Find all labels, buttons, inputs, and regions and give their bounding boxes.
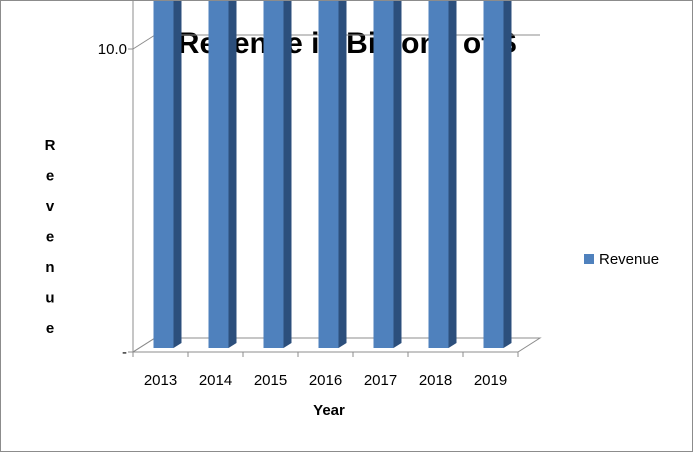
bar-side [338,1,347,348]
x-axis-title: Year [313,402,345,419]
bar-side [448,1,457,348]
bar-side [503,1,512,348]
bar [483,1,512,348]
bar-side [283,1,292,348]
bar-front [263,1,284,348]
y-axis-title-letter: u [45,290,54,307]
gridline-side [132,34,156,50]
bar [428,1,457,348]
bar-front [428,1,449,348]
y-axis-title-letter: e [46,229,54,246]
bar-side [228,1,237,348]
floor [131,337,542,353]
y-axis-title-letter: e [46,168,54,185]
legend-label: Revenue [599,251,659,268]
y-axis-title: Revenue [45,137,56,337]
x-tick-label: 2018 [419,372,452,389]
y-axis-title-letter: e [46,320,54,337]
x-tick-label: 2015 [254,372,287,389]
bar [318,1,347,348]
y-axis-title-letter: v [46,198,55,215]
bar-front [483,1,504,348]
x-tick-label: 2017 [364,372,397,389]
x-tick-label: 2019 [474,372,507,389]
y-axis-title-letter: R [45,137,56,154]
x-tick-label: 2016 [309,372,342,389]
y-axis-title-letter: n [45,259,54,276]
y-axis-tick-labels: -10.020.030.040.050.060.070.080.0 [98,41,127,361]
bar-front [318,1,339,348]
x-tick-label: 2014 [199,372,232,389]
legend: Revenue [584,251,659,268]
y-tick-label: - [122,344,127,361]
x-axis-tick-labels: 2013 2014 2015 2016 2017 2018 2019 [144,372,507,389]
bar-front [153,1,174,348]
side-wall [132,1,156,353]
bar [263,1,292,348]
y-tick-label: 10.0 [98,41,127,58]
plot-walls [131,1,542,353]
bar [208,1,237,348]
x-tick-label: 2013 [144,372,177,389]
bar-side [393,1,402,348]
legend-swatch [584,254,594,264]
bar-front [208,1,229,348]
bar-front [373,1,394,348]
bar [153,1,182,348]
bars [153,1,512,348]
bar-side [173,1,182,348]
bar [373,1,402,348]
